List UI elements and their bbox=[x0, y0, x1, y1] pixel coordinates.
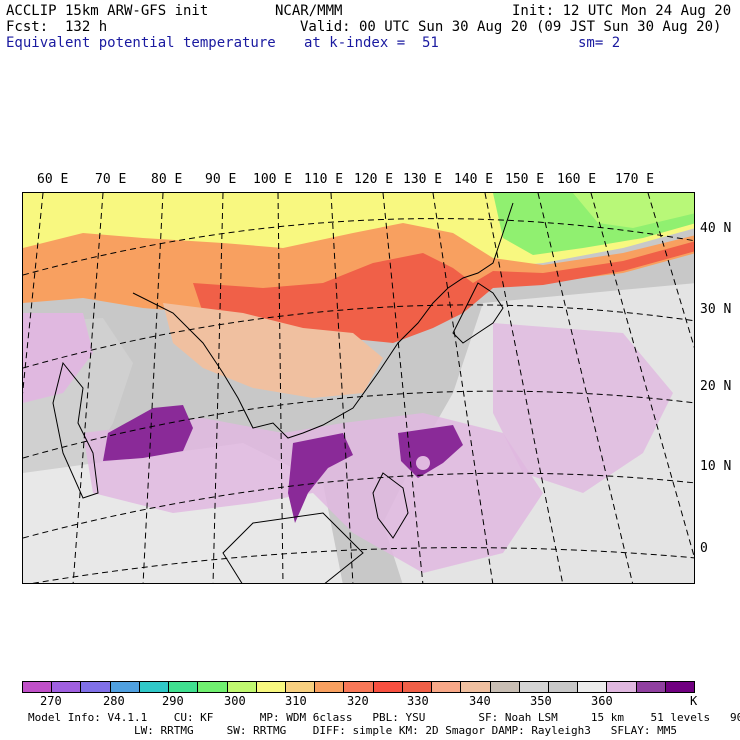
colorbar-swatch bbox=[636, 682, 666, 692]
lon-label: 100 E bbox=[253, 172, 293, 187]
colorbar-swatch bbox=[344, 682, 374, 692]
model-title: ACCLIP 15km ARW-GFS init bbox=[6, 3, 209, 19]
lon-line bbox=[647, 193, 694, 349]
colorbar-tick: 310 bbox=[285, 694, 307, 708]
lat-line-30 bbox=[23, 304, 694, 369]
lon-label: 130 E bbox=[403, 172, 443, 187]
lon-label: 160 E bbox=[557, 172, 597, 187]
colorbar-tick: 300 bbox=[224, 694, 246, 708]
lon-line bbox=[277, 193, 284, 583]
purple-bay-of-bengal bbox=[103, 405, 193, 461]
coastline-japan bbox=[452, 282, 504, 344]
colorbar-swatch bbox=[578, 682, 608, 692]
lon-label: 170 E bbox=[615, 172, 655, 187]
colorbar-swatch bbox=[490, 682, 520, 692]
lon-line bbox=[212, 193, 224, 583]
theta-e-map bbox=[23, 193, 694, 583]
coastline-asia bbox=[132, 202, 514, 439]
field-name: Equivalent potential temperature bbox=[6, 35, 276, 51]
lon-label: 80 E bbox=[151, 172, 183, 187]
colorbar-swatch bbox=[432, 682, 462, 692]
colorbar-swatch bbox=[548, 682, 579, 692]
coastline-borneo bbox=[222, 512, 364, 583]
lightgreen-region bbox=[573, 193, 694, 228]
lat-label: 30 N bbox=[700, 302, 732, 317]
colorbar-swatch bbox=[198, 682, 228, 692]
typhoon-eye bbox=[416, 456, 430, 470]
lon-label: 70 E bbox=[95, 172, 127, 187]
colorbar-swatch bbox=[607, 682, 637, 692]
lon-label: 140 E bbox=[454, 172, 494, 187]
colorbar-tick: 340 bbox=[469, 694, 491, 708]
colorbar-tick: 290 bbox=[162, 694, 184, 708]
lon-line bbox=[330, 193, 354, 583]
lon-label: 90 E bbox=[205, 172, 237, 187]
lon-line bbox=[537, 193, 634, 583]
colorbar-swatch bbox=[285, 682, 316, 692]
colorbar-swatch bbox=[110, 682, 140, 692]
valid-time: Valid: 00 UTC Sun 30 Aug 20 (09 JST Sun … bbox=[300, 19, 722, 35]
lat-label: 0 bbox=[700, 541, 708, 556]
lon-line bbox=[484, 193, 564, 583]
lat-label: 20 N bbox=[700, 379, 732, 394]
lon-label: 110 E bbox=[304, 172, 344, 187]
colorbar-unit: K bbox=[690, 694, 698, 708]
forecast-hour: Fcst: 132 h bbox=[6, 19, 108, 35]
peach-region bbox=[163, 303, 383, 398]
lon-line bbox=[432, 193, 494, 583]
init-time: Init: 12 UTC Mon 24 Aug 20 bbox=[512, 3, 732, 19]
graticule bbox=[23, 193, 694, 583]
model-info-line2: LW: RRTMG SW: RRTMG DIFF: simple KM: 2D … bbox=[28, 724, 678, 737]
colorbar-swatch bbox=[23, 682, 53, 692]
lat-line-20 bbox=[23, 390, 694, 459]
colorbar-swatch bbox=[81, 682, 111, 692]
coastline-india bbox=[52, 361, 99, 499]
smoothing: sm= 2 bbox=[578, 35, 621, 51]
purple-typhoon bbox=[398, 425, 463, 478]
colorbar-swatch bbox=[461, 682, 491, 692]
lon-line bbox=[142, 193, 164, 583]
lat-label: 10 N bbox=[700, 459, 732, 474]
colorbar-swatch bbox=[52, 682, 82, 692]
lat-label: 40 N bbox=[700, 221, 732, 236]
colorbar bbox=[22, 681, 695, 693]
lon-label: 60 E bbox=[37, 172, 69, 187]
colorbar-swatch bbox=[402, 682, 433, 692]
colorbar-tick: 330 bbox=[407, 694, 429, 708]
institution: NCAR/MMM bbox=[275, 3, 343, 19]
lat-line-10 bbox=[23, 472, 694, 539]
colorbar-tick: 270 bbox=[40, 694, 62, 708]
lon-label: 120 E bbox=[354, 172, 394, 187]
colorbar-tick: 280 bbox=[103, 694, 125, 708]
colorbar-swatch bbox=[373, 682, 403, 692]
lon-line bbox=[382, 193, 424, 583]
vertical-level: at k-index = 51 bbox=[304, 35, 439, 51]
colorbar-swatch bbox=[256, 682, 286, 692]
colorbar-tick: 360 bbox=[591, 694, 613, 708]
colorbar-swatch bbox=[665, 682, 695, 692]
lon-line bbox=[590, 193, 694, 558]
lon-label: 150 E bbox=[505, 172, 545, 187]
colorbar-swatch bbox=[315, 682, 345, 692]
colorbar-swatch bbox=[139, 682, 170, 692]
colorbar-swatch bbox=[519, 682, 549, 692]
purple-south-china-sea bbox=[288, 433, 353, 523]
coastline-philippines bbox=[372, 472, 409, 539]
map-panel bbox=[22, 192, 695, 584]
colorbar-tick: 350 bbox=[530, 694, 552, 708]
lon-line bbox=[72, 193, 104, 583]
colorbar-tick: 320 bbox=[347, 694, 369, 708]
colorbar-swatch bbox=[227, 682, 257, 692]
colorbar-swatch bbox=[169, 682, 199, 692]
lon-line bbox=[23, 193, 44, 394]
lavender-pacific bbox=[493, 323, 673, 493]
model-info-line1: Model Info: V4.1.1 CU: KF MP: WDM 6class… bbox=[28, 711, 740, 724]
lavender-west bbox=[23, 313, 93, 403]
